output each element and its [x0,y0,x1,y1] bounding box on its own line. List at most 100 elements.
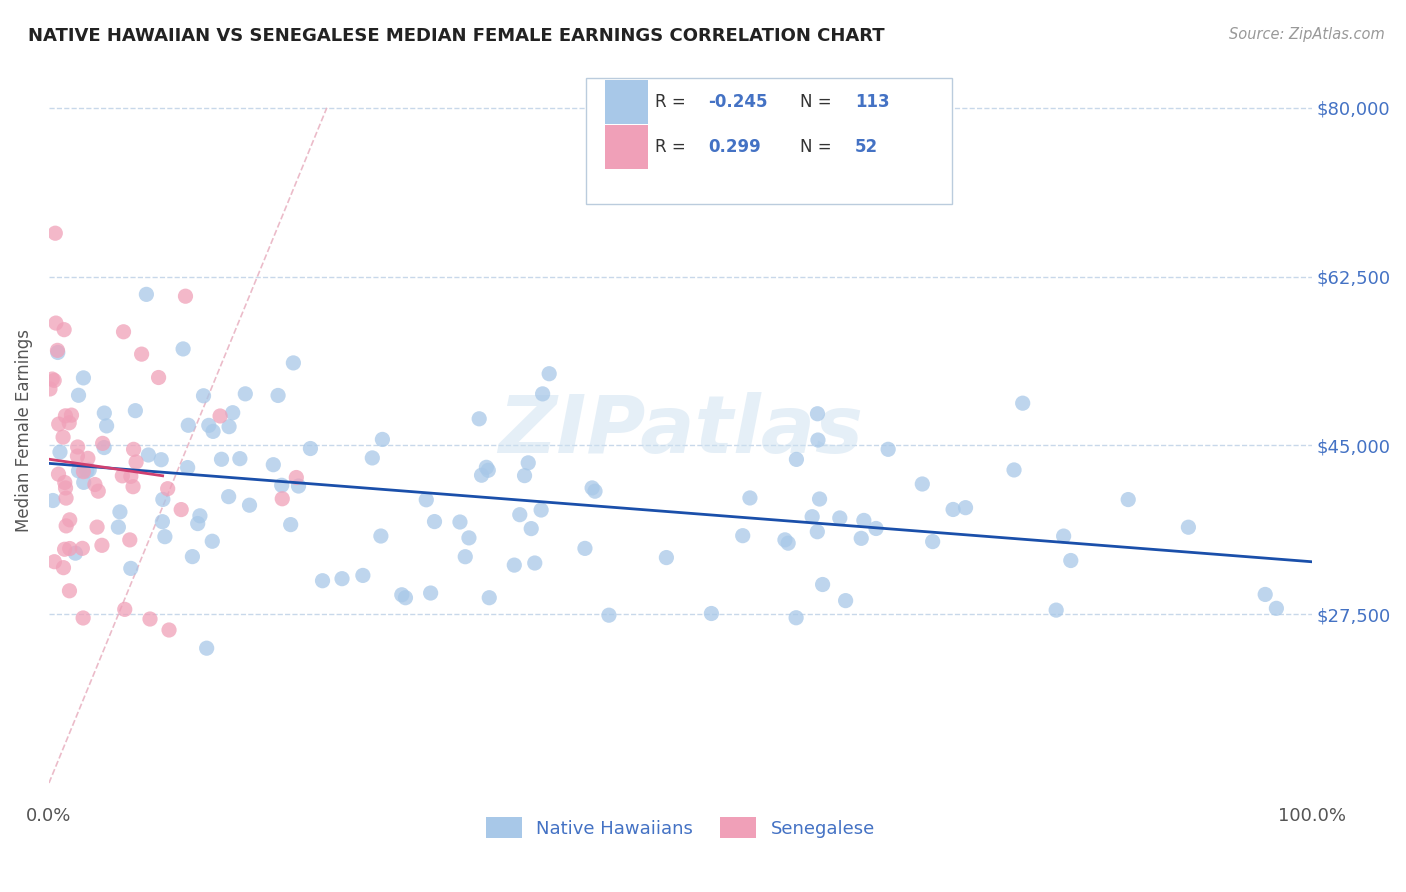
Point [470,468,492,483]
Point [574,541,596,556]
Point [222,406,245,420]
Point [468,412,491,426]
Point [280,517,302,532]
Point [170,502,193,516]
Point [90,538,112,552]
Point [52,560,75,574]
Text: ZIPatlas: ZIPatlas [498,392,863,470]
FancyBboxPatch shape [586,78,952,204]
Point [122,480,145,494]
Point [42,493,65,508]
Point [285,470,308,484]
Point [176,460,198,475]
Point [55,409,77,423]
Point [46,343,69,358]
Point [1011,396,1033,410]
Point [157,623,180,637]
Point [520,522,543,536]
Point [53,542,76,557]
Point [53,475,76,490]
Text: -0.245: -0.245 [709,94,768,112]
Point [865,521,887,535]
Point [124,403,146,417]
Point [48,417,70,431]
Point [509,508,531,522]
Point [311,574,333,588]
Point [46,345,69,359]
Point [188,508,211,523]
Legend: Native Hawaiians, Senegalese: Native Hawaiians, Senegalese [478,810,883,846]
Point [229,451,252,466]
Point [1254,587,1277,601]
Point [73,475,96,490]
Point [150,515,173,529]
Point [581,481,603,495]
Point [211,452,233,467]
Point [174,289,197,303]
Point [72,465,94,479]
Text: R =: R = [655,94,692,112]
Point [731,529,754,543]
Point [72,541,94,556]
Point [86,520,108,534]
Point [125,455,148,469]
Point [55,491,77,505]
Point [195,641,218,656]
Point [131,347,153,361]
Point [59,541,82,556]
Point [538,367,561,381]
Point [76,464,98,478]
Point [806,407,828,421]
Point [419,586,441,600]
Point [283,356,305,370]
Point [352,568,374,582]
Point [107,520,129,534]
Point [371,433,394,447]
Point [299,442,322,456]
Point [1177,520,1199,534]
Point [738,491,761,505]
Point [218,419,240,434]
Text: 52: 52 [855,138,877,156]
Point [198,418,221,433]
Point [193,389,215,403]
Point [877,442,900,457]
Point [806,524,828,539]
Point [583,484,606,499]
Point [834,593,856,607]
Point [394,591,416,605]
Point [67,464,90,478]
Point [449,515,471,529]
Point [93,406,115,420]
Point [52,430,75,444]
Point [391,588,413,602]
Point [156,482,179,496]
Point [120,469,142,483]
FancyBboxPatch shape [605,80,648,124]
Point [785,452,807,467]
Point [801,509,824,524]
Point [262,458,284,472]
Point [287,479,309,493]
Point [153,530,176,544]
Point [58,416,80,430]
Point [58,583,80,598]
Point [135,287,157,301]
Point [1265,601,1288,615]
Point [87,484,110,499]
Text: N =: N = [800,94,838,112]
Point [530,503,553,517]
Point [65,546,87,560]
Point [851,532,873,546]
Point [271,491,294,506]
Point [66,449,89,463]
Point [503,558,526,573]
Point [111,468,134,483]
Point [122,442,145,457]
Point [361,450,384,465]
Text: Source: ZipAtlas.com: Source: ZipAtlas.com [1229,27,1385,42]
Point [44,374,66,388]
Point [517,456,540,470]
Point [108,505,131,519]
Point [77,463,100,477]
